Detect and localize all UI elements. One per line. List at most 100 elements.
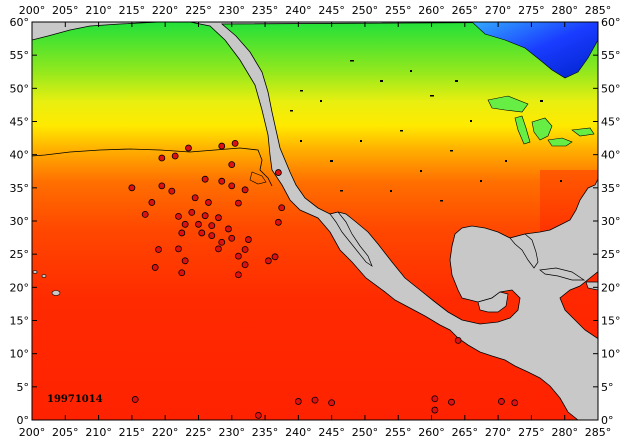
- y-tick-label-left: 25°: [10, 248, 30, 261]
- y-tick-label-right: 35°: [601, 182, 621, 195]
- observation-marker: [241, 261, 249, 269]
- x-tick-label-top: 205°: [52, 4, 79, 17]
- observation-marker: [431, 395, 439, 403]
- x-tick-label-bottom: 245°: [318, 426, 345, 439]
- y-tick-label-left: 55°: [10, 49, 30, 62]
- hispaniola: [585, 281, 598, 291]
- y-tick-label-right: 15°: [601, 315, 621, 328]
- observation-marker: [431, 406, 439, 414]
- observation-marker: [271, 253, 279, 261]
- y-tick-label-right: 45°: [601, 116, 621, 129]
- y-tick-label-left: 10°: [10, 348, 30, 361]
- x-tick-label-bottom: 210°: [85, 426, 112, 439]
- observation-marker: [208, 232, 216, 239]
- observation-marker: [245, 236, 252, 243]
- observation-marker: [228, 161, 236, 169]
- y-tick-label-left: 0°: [17, 414, 30, 427]
- x-tick-label-top: 200°: [19, 4, 46, 17]
- x-tick-label-bottom: 235°: [252, 426, 279, 439]
- x-tick-label-top: 285°: [585, 4, 612, 17]
- great-lakes: [487, 95, 595, 147]
- x-tick-label-bottom: 205°: [52, 426, 79, 439]
- x-tick-label-top: 270°: [485, 4, 512, 17]
- observation-marker: [195, 220, 202, 228]
- observation-marker: [175, 212, 182, 220]
- islands: [32, 270, 61, 296]
- observation-marker: [191, 194, 199, 202]
- x-tick-label-top: 260°: [418, 4, 445, 17]
- y-tick-label-left: 20°: [10, 281, 30, 294]
- observation-marker: [178, 229, 186, 237]
- sst-contour: [32, 147, 273, 187]
- observation-marker: [218, 142, 226, 150]
- observation-marker: [201, 212, 209, 220]
- x-tick-label-top: 235°: [252, 4, 279, 17]
- observation-marker: [158, 182, 166, 190]
- x-tick-label-bottom: 225°: [185, 426, 212, 439]
- observation-marker: [171, 152, 179, 160]
- x-tick-label-bottom: 280°: [551, 426, 578, 439]
- y-tick-label-left: 40°: [10, 149, 30, 162]
- observation-marker: [294, 398, 302, 405]
- y-tick-label-left: 60°: [10, 16, 30, 29]
- observation-marker: [264, 257, 272, 265]
- observation-marker: [241, 186, 249, 194]
- observation-marker: [205, 199, 212, 206]
- lake-dots: [290, 60, 562, 202]
- x-tick-label-bottom: 200°: [19, 426, 46, 439]
- baja-california: [329, 211, 373, 267]
- observation-marker: [208, 222, 216, 230]
- observation-marker: [188, 208, 196, 216]
- x-tick-label-top: 280°: [551, 4, 578, 17]
- observation-marker: [155, 246, 162, 253]
- observation-marker: [254, 411, 262, 419]
- observation-marker: [448, 398, 455, 406]
- y-tick-label-left: 45°: [10, 116, 30, 129]
- y-tick-label-right: 20°: [601, 281, 621, 294]
- observation-marker: [175, 245, 182, 253]
- x-tick-label-bottom: 255°: [385, 426, 412, 439]
- observation-marker: [128, 184, 136, 192]
- y-tick-label-right: 55°: [601, 49, 621, 62]
- x-tick-label-bottom: 270°: [485, 426, 512, 439]
- observation-marker: [148, 199, 156, 206]
- observation-marker: [131, 396, 139, 403]
- date-stamp: 19971014: [47, 394, 103, 405]
- x-tick-label-bottom: 220°: [152, 426, 179, 439]
- x-tick-label-top: 265°: [452, 4, 479, 17]
- x-tick-label-bottom: 265°: [452, 426, 479, 439]
- observation-marker: [328, 399, 336, 407]
- y-tick-label-right: 50°: [601, 82, 621, 95]
- y-tick-label-right: 30°: [601, 215, 621, 228]
- x-tick-label-top: 240°: [285, 4, 312, 17]
- observation-marker: [218, 177, 226, 185]
- observation-marker: [228, 234, 236, 242]
- florida: [509, 233, 539, 269]
- observation-marker: [158, 154, 166, 162]
- x-tick-label-top: 245°: [318, 4, 345, 17]
- observation-marker: [274, 218, 282, 226]
- x-tick-label-bottom: 240°: [285, 426, 312, 439]
- cuba: [539, 267, 586, 281]
- hudson-bay: [471, 22, 598, 79]
- y-tick-label-left: 35°: [10, 182, 30, 195]
- observation-marker: [181, 220, 189, 228]
- observation-marker: [228, 182, 236, 190]
- observation-marker: [235, 252, 242, 260]
- observation-marker: [201, 175, 209, 183]
- y-tick-label-right: 0°: [601, 414, 614, 427]
- observation-marker: [498, 398, 505, 405]
- observation-marker: [511, 399, 519, 407]
- yucatan: [477, 291, 509, 313]
- observation-marker: [151, 264, 159, 271]
- x-tick-label-top: 230°: [219, 4, 246, 17]
- observation-marker: [241, 246, 249, 253]
- axes: 200° 200° 205° 205° 210° 210° 215° 215° 220° 220°…: [10, 4, 621, 439]
- observation-marker: [274, 169, 282, 176]
- observation-markers: [128, 139, 519, 419]
- y-tick-label-right: 10°: [601, 348, 621, 361]
- x-tick-label-top: 250°: [352, 4, 379, 17]
- x-tick-label-top: 215°: [119, 4, 146, 17]
- x-tick-label-top: 275°: [518, 4, 545, 17]
- observation-marker: [218, 238, 226, 246]
